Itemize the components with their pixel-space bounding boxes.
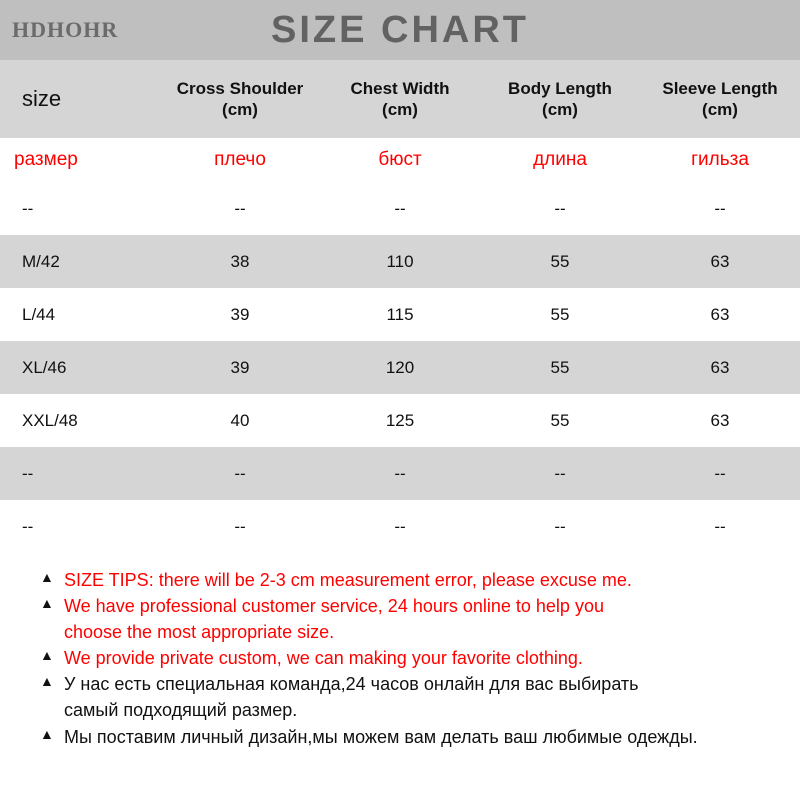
table-header-ru: размер плечо бюст длина гильза bbox=[0, 138, 800, 182]
col-shoulder: Cross Shoulder(cm) bbox=[160, 60, 320, 138]
tip-3: We provide private custom, we can making… bbox=[40, 645, 778, 671]
ru-sleeve: гильза bbox=[640, 138, 800, 182]
tips-block: SIZE TIPS: there will be 2-3 cm measurem… bbox=[0, 553, 800, 750]
col-chest: Chest Width(cm) bbox=[320, 60, 480, 138]
table-cell: 55 bbox=[480, 288, 640, 341]
table-cell: M/42 bbox=[0, 235, 160, 288]
table-cell: 110 bbox=[320, 235, 480, 288]
table-cell: -- bbox=[160, 500, 320, 553]
table-cell: -- bbox=[0, 500, 160, 553]
table-row: XXL/48401255563 bbox=[0, 394, 800, 447]
table-cell: -- bbox=[320, 500, 480, 553]
ru-chest: бюст bbox=[320, 138, 480, 182]
table-cell: -- bbox=[640, 182, 800, 235]
table-row: M/42381105563 bbox=[0, 235, 800, 288]
table-cell: 55 bbox=[480, 394, 640, 447]
ru-body: длина bbox=[480, 138, 640, 182]
table-cell: 63 bbox=[640, 288, 800, 341]
table-cell: -- bbox=[320, 447, 480, 500]
table-cell: 40 bbox=[160, 394, 320, 447]
table-row: ---------- bbox=[0, 500, 800, 553]
table-cell: L/44 bbox=[0, 288, 160, 341]
tip-2a: We have professional customer service, 2… bbox=[40, 593, 778, 619]
brand-text: HDHOHR bbox=[12, 17, 118, 43]
table-cell: -- bbox=[480, 500, 640, 553]
col-sleeve: Sleeve Length(cm) bbox=[640, 60, 800, 138]
table-cell: 125 bbox=[320, 394, 480, 447]
col-body: Body Length(cm) bbox=[480, 60, 640, 138]
table-row: ---------- bbox=[0, 447, 800, 500]
table-cell: -- bbox=[320, 182, 480, 235]
table-cell: 63 bbox=[640, 341, 800, 394]
table-cell: 55 bbox=[480, 341, 640, 394]
table-row: L/44391155563 bbox=[0, 288, 800, 341]
table-cell: XXL/48 bbox=[0, 394, 160, 447]
chart-title: SIZE CHART bbox=[271, 9, 529, 52]
table-cell: 115 bbox=[320, 288, 480, 341]
tip-1: SIZE TIPS: there will be 2-3 cm measurem… bbox=[40, 567, 778, 593]
table-cell: 55 bbox=[480, 235, 640, 288]
table-cell: 38 bbox=[160, 235, 320, 288]
table-cell: -- bbox=[0, 447, 160, 500]
table-cell: -- bbox=[640, 447, 800, 500]
table-cell: 39 bbox=[160, 341, 320, 394]
table-cell: 120 bbox=[320, 341, 480, 394]
table-cell: -- bbox=[160, 447, 320, 500]
table-cell: -- bbox=[640, 500, 800, 553]
table-cell: -- bbox=[160, 182, 320, 235]
ru-shoulder: плечо bbox=[160, 138, 320, 182]
ru-size: размер bbox=[0, 138, 160, 182]
table-cell: 39 bbox=[160, 288, 320, 341]
table-cell: -- bbox=[480, 447, 640, 500]
table-cell: -- bbox=[480, 182, 640, 235]
tip-4b: самый подходящий размер. bbox=[40, 697, 778, 723]
table-cell: -- bbox=[0, 182, 160, 235]
table-row: ---------- bbox=[0, 182, 800, 235]
header-band: HDHOHR SIZE CHART bbox=[0, 0, 800, 60]
table-cell: 63 bbox=[640, 394, 800, 447]
tip-5: Мы поставим личный дизайн,мы можем вам д… bbox=[40, 724, 778, 750]
table-cell: XL/46 bbox=[0, 341, 160, 394]
tip-4a: У нас есть специальная команда,24 часов … bbox=[40, 671, 778, 697]
tip-2b: choose the most appropriate size. bbox=[40, 619, 778, 645]
table-header-row: size Cross Shoulder(cm) Chest Width(cm) … bbox=[0, 60, 800, 138]
col-size: size bbox=[0, 60, 160, 138]
table-row: XL/46391205563 bbox=[0, 341, 800, 394]
table-cell: 63 bbox=[640, 235, 800, 288]
size-table: size Cross Shoulder(cm) Chest Width(cm) … bbox=[0, 60, 800, 553]
